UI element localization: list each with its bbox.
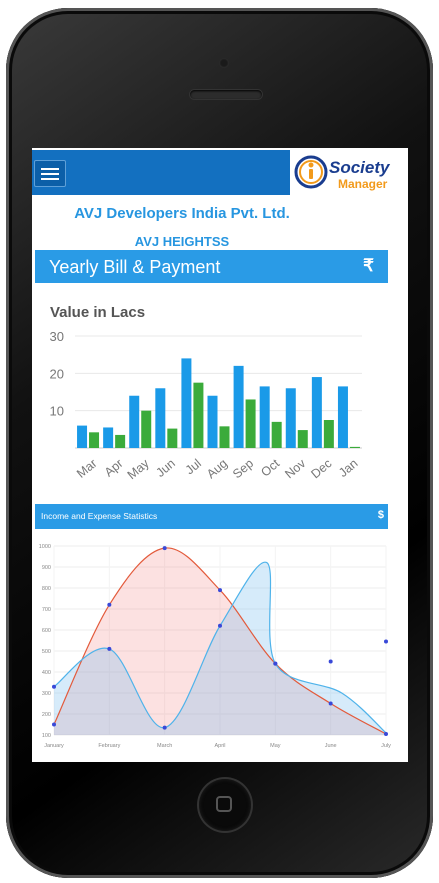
- bar: [271, 421, 282, 448]
- expense-point: [384, 639, 388, 644]
- income-expense-chart: 100 200 300 400 500 600 700 800 900 1000 January Fe…: [39, 544, 391, 749]
- bar: [77, 425, 88, 448]
- bar: [181, 358, 192, 448]
- bar: [285, 388, 296, 448]
- bar: [297, 430, 308, 448]
- y-tick-label: 500: [42, 649, 51, 655]
- income-point: [52, 722, 56, 727]
- society-name: AVJ HEIGHTSS: [134, 234, 230, 249]
- logo-icon: [294, 155, 328, 189]
- y-tick-label: 1000: [39, 544, 51, 550]
- income-area: [54, 547, 386, 735]
- x-tick-label: Aug: [204, 456, 230, 481]
- y-tick-label: 300: [42, 691, 51, 697]
- expense-point: [218, 623, 222, 628]
- x-tick-label: July: [381, 743, 391, 749]
- income-point: [162, 546, 167, 551]
- income-line: [53, 547, 387, 735]
- earpiece-speaker: [190, 90, 262, 99]
- x-tick-label: May: [125, 456, 153, 482]
- x-tick-label: Oct: [258, 456, 282, 480]
- bar: [115, 434, 126, 448]
- yearly-bill-header: Yearly Bill & Payment ₹: [35, 250, 388, 283]
- yearly-bill-title: Yearly Bill & Payment: [49, 257, 221, 277]
- x-tick-label: Mar: [74, 456, 99, 481]
- society-manager-logo: Society Manager: [294, 150, 408, 194]
- logo-text-society: Society: [329, 158, 390, 177]
- x-tick-label: Nov: [282, 456, 309, 481]
- x-tick-label: Apr: [102, 456, 126, 479]
- bar: [141, 410, 152, 448]
- y-tick-label: 100: [42, 733, 51, 739]
- expense-point: [107, 646, 112, 651]
- x-tick-label: April: [214, 743, 225, 749]
- hamburger-icon[interactable]: [34, 160, 66, 187]
- bar: [311, 377, 322, 448]
- y-tick-label: 600: [42, 628, 51, 634]
- x-tick-label: Jul: [183, 456, 204, 477]
- income-point: [384, 731, 388, 736]
- y-tick-label: 20: [50, 366, 64, 381]
- y-tick-label: 400: [42, 670, 51, 676]
- logo-text-manager: Manager: [338, 177, 388, 191]
- app-screen: Society Manager AVJ Developers India Pvt…: [32, 148, 408, 762]
- dollar-icon: $: [377, 509, 384, 521]
- y-tick-label: 200: [42, 712, 51, 718]
- x-tick-label: June: [325, 743, 337, 749]
- x-tick-label: Jun: [153, 456, 177, 480]
- y-tick-label: 900: [42, 565, 51, 571]
- bar: [193, 382, 204, 448]
- y-tick-label: 10: [50, 404, 64, 419]
- bar: [259, 386, 270, 448]
- bar: [337, 386, 348, 448]
- x-tick-label: Jan: [336, 456, 360, 480]
- y-tick-label: 800: [42, 586, 51, 592]
- x-tick-label: January: [44, 743, 64, 749]
- chart-title: Value in Lacs: [50, 304, 145, 321]
- front-camera: [219, 58, 229, 68]
- y-tick-label: 30: [50, 329, 64, 344]
- bar: [349, 446, 360, 448]
- company-name: AVJ Developers India Pvt. Ltd.: [74, 205, 290, 222]
- expense-point: [328, 659, 333, 664]
- stats-title: Income and Expense Statistics: [41, 511, 158, 521]
- bar: [233, 365, 244, 448]
- income-point: [328, 701, 333, 706]
- app-header: [32, 150, 290, 195]
- expense-point: [273, 661, 278, 666]
- x-tick-label: March: [157, 743, 172, 749]
- home-button[interactable]: [199, 779, 251, 831]
- income-point: [107, 602, 112, 607]
- rupee-icon: ₹: [363, 256, 374, 275]
- x-tick-label: May: [270, 743, 281, 749]
- bar: [167, 428, 178, 448]
- bar: [103, 427, 114, 448]
- y-tick-label: 700: [42, 607, 51, 613]
- expense-point: [162, 725, 167, 730]
- bar: [219, 426, 230, 448]
- expense-line: [53, 561, 387, 734]
- stats-header: Income and Expense Statistics $: [35, 504, 388, 529]
- bar: [155, 388, 166, 448]
- x-tick-label: Dec: [308, 456, 334, 481]
- bar: [207, 395, 218, 448]
- x-tick-label: Sep: [230, 456, 256, 481]
- expense-area: [54, 562, 386, 735]
- bar: [89, 432, 100, 448]
- bar: [323, 420, 334, 448]
- bar: [129, 395, 140, 448]
- expense-point: [52, 684, 56, 689]
- x-tick-label: February: [98, 743, 120, 749]
- income-point: [218, 588, 222, 593]
- bar: [245, 399, 256, 448]
